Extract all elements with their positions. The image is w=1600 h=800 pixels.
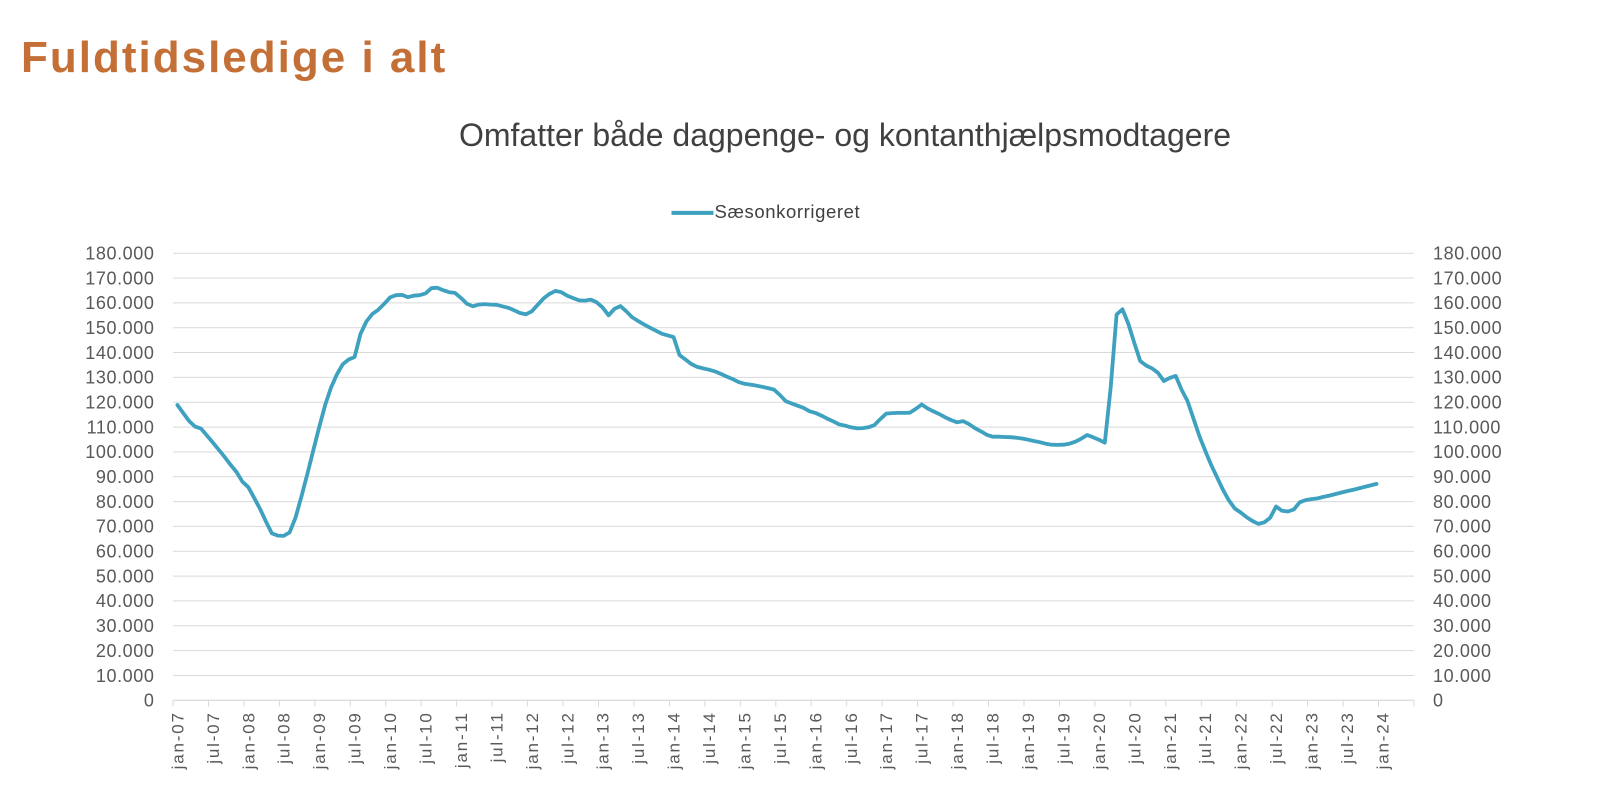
svg-text:jan-12: jan-12 [523,711,542,770]
svg-text:jul-22: jul-22 [1267,711,1286,764]
svg-text:150.000: 150.000 [85,318,154,338]
svg-text:jan-14: jan-14 [665,711,684,770]
svg-text:90.000: 90.000 [1433,467,1492,487]
svg-text:60.000: 60.000 [96,542,155,562]
svg-text:jul-10: jul-10 [417,711,436,764]
svg-text:jan-20: jan-20 [1090,711,1109,770]
svg-text:Fuldtidsledige i alt: Fuldtidsledige i alt [21,33,447,82]
svg-text:110.000: 110.000 [1433,417,1501,437]
svg-text:jan-18: jan-18 [948,711,967,770]
svg-text:Sæsonkorrigeret: Sæsonkorrigeret [715,201,861,222]
svg-text:jan-07: jan-07 [168,711,187,770]
svg-text:140.000: 140.000 [1433,343,1502,363]
svg-text:40.000: 40.000 [96,591,155,611]
svg-text:jul-16: jul-16 [842,711,861,764]
svg-text:120.000: 120.000 [1433,393,1502,413]
svg-text:80.000: 80.000 [1433,492,1492,512]
svg-text:130.000: 130.000 [85,368,154,388]
svg-text:jan-19: jan-19 [1019,711,1038,770]
svg-text:150.000: 150.000 [1433,318,1502,338]
svg-text:160.000: 160.000 [1433,293,1502,313]
svg-text:30.000: 30.000 [96,616,155,636]
svg-text:jan-23: jan-23 [1303,711,1322,770]
svg-text:120.000: 120.000 [85,393,154,413]
svg-text:100.000: 100.000 [85,442,154,462]
svg-text:110.000: 110.000 [87,417,155,437]
svg-text:100.000: 100.000 [1433,442,1502,462]
svg-text:jul-12: jul-12 [558,711,577,764]
svg-text:40.000: 40.000 [1433,591,1492,611]
svg-text:70.000: 70.000 [1433,517,1492,537]
svg-text:jul-19: jul-19 [1055,711,1074,764]
svg-text:jan-22: jan-22 [1232,711,1251,770]
svg-text:70.000: 70.000 [96,517,155,537]
svg-text:jan-16: jan-16 [806,711,825,770]
svg-text:170.000: 170.000 [1433,268,1502,288]
svg-text:jan-13: jan-13 [594,711,613,770]
svg-text:160.000: 160.000 [85,293,154,313]
svg-text:30.000: 30.000 [1433,616,1492,636]
svg-text:180.000: 180.000 [1433,244,1502,264]
svg-text:jul-18: jul-18 [984,711,1003,764]
svg-text:50.000: 50.000 [96,566,155,586]
svg-text:jan-15: jan-15 [736,711,755,770]
svg-text:jul-08: jul-08 [275,711,294,764]
svg-text:jan-10: jan-10 [381,711,400,770]
svg-text:10.000: 10.000 [96,666,155,686]
svg-text:jan-08: jan-08 [239,711,258,770]
svg-text:jan-11: jan-11 [452,711,471,769]
svg-text:jul-14: jul-14 [700,711,719,764]
svg-text:jul-23: jul-23 [1338,711,1357,764]
svg-text:50.000: 50.000 [1433,566,1492,586]
svg-text:jan-24: jan-24 [1373,711,1392,770]
svg-text:20.000: 20.000 [1433,641,1492,661]
svg-text:20.000: 20.000 [96,641,155,661]
svg-text:jul-17: jul-17 [913,711,932,764]
svg-text:180.000: 180.000 [85,244,154,264]
svg-text:0: 0 [1433,691,1444,711]
svg-text:jul-21: jul-21 [1196,711,1215,764]
svg-text:jul-07: jul-07 [204,711,223,764]
svg-text:jan-21: jan-21 [1161,711,1180,770]
svg-text:jul-11: jul-11 [487,711,506,763]
svg-text:jan-17: jan-17 [877,711,896,770]
svg-text:140.000: 140.000 [85,343,154,363]
svg-text:Omfatter både dagpenge- og kon: Omfatter både dagpenge- og kontanthjælps… [459,117,1231,153]
svg-text:jan-09: jan-09 [310,711,329,770]
svg-text:jul-13: jul-13 [629,711,648,764]
svg-text:jul-15: jul-15 [771,711,790,764]
svg-text:0: 0 [144,691,155,711]
svg-text:jul-09: jul-09 [346,711,365,764]
svg-text:10.000: 10.000 [1433,666,1492,686]
svg-text:170.000: 170.000 [85,268,154,288]
svg-text:80.000: 80.000 [96,492,155,512]
svg-text:130.000: 130.000 [1433,368,1502,388]
svg-text:60.000: 60.000 [1433,542,1492,562]
svg-text:90.000: 90.000 [96,467,155,487]
svg-text:jul-20: jul-20 [1125,711,1144,764]
